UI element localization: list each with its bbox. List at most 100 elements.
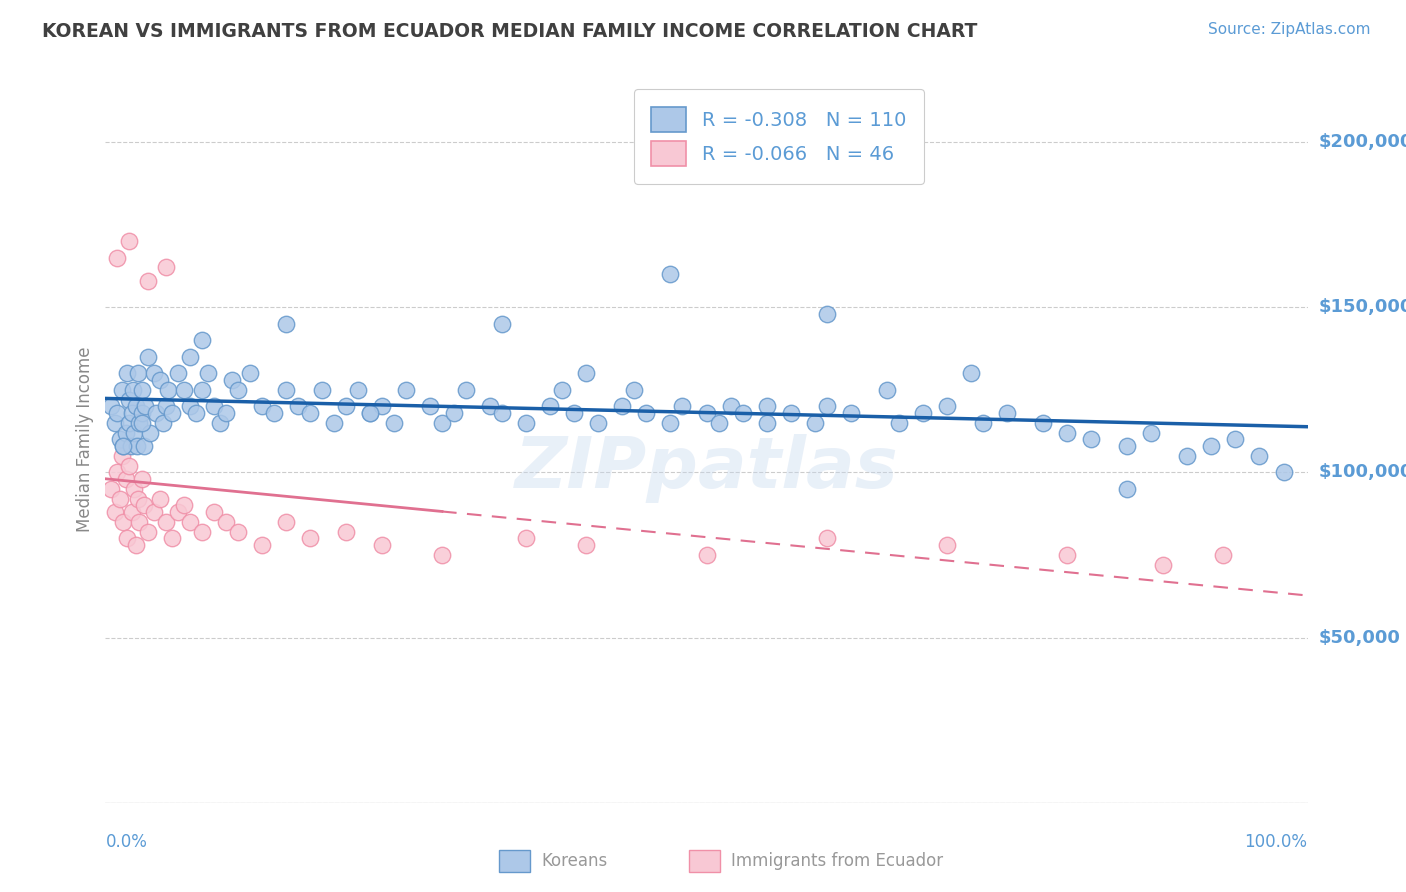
Text: $100,000: $100,000 bbox=[1319, 463, 1406, 482]
Point bbox=[139, 425, 162, 440]
Point bbox=[118, 234, 141, 248]
Text: $50,000: $50,000 bbox=[1319, 629, 1400, 647]
Point bbox=[815, 399, 838, 413]
Point bbox=[755, 416, 778, 430]
Text: Koreans: Koreans bbox=[541, 852, 607, 871]
Point bbox=[190, 383, 212, 397]
Point bbox=[104, 505, 127, 519]
Point bbox=[551, 383, 574, 397]
Point bbox=[118, 416, 141, 430]
Point bbox=[1080, 433, 1102, 447]
Point bbox=[148, 373, 170, 387]
Point bbox=[104, 416, 127, 430]
Point bbox=[274, 317, 297, 331]
Point bbox=[132, 499, 155, 513]
Point bbox=[190, 333, 212, 347]
Point bbox=[274, 515, 297, 529]
Point bbox=[108, 433, 131, 447]
Point bbox=[1116, 439, 1139, 453]
Point bbox=[100, 482, 122, 496]
Point bbox=[125, 439, 148, 453]
Point bbox=[173, 383, 195, 397]
Point bbox=[972, 416, 994, 430]
Point bbox=[1056, 425, 1078, 440]
Point bbox=[124, 399, 146, 413]
Point bbox=[382, 416, 405, 430]
Point bbox=[132, 439, 155, 453]
Point bbox=[612, 399, 634, 413]
Point bbox=[142, 505, 165, 519]
Point bbox=[960, 366, 983, 380]
Point bbox=[127, 366, 149, 380]
Point bbox=[1152, 558, 1174, 572]
Point bbox=[562, 406, 585, 420]
Point bbox=[142, 366, 165, 380]
Point bbox=[515, 532, 537, 546]
Point bbox=[588, 416, 610, 430]
Point bbox=[128, 416, 150, 430]
Point bbox=[803, 416, 825, 430]
Point bbox=[160, 532, 183, 546]
Point bbox=[239, 366, 262, 380]
Point bbox=[134, 399, 156, 413]
Point bbox=[112, 515, 135, 529]
Point bbox=[115, 366, 138, 380]
Point bbox=[190, 524, 212, 539]
Point bbox=[1116, 482, 1139, 496]
Point bbox=[131, 406, 153, 420]
Text: ZIPpatlas: ZIPpatlas bbox=[515, 434, 898, 503]
Point bbox=[1272, 466, 1295, 480]
Point bbox=[107, 466, 129, 480]
Point bbox=[107, 406, 129, 420]
Point bbox=[111, 449, 134, 463]
Point bbox=[112, 439, 135, 453]
Point bbox=[115, 425, 138, 440]
Point bbox=[359, 406, 381, 420]
Point bbox=[131, 416, 153, 430]
Point bbox=[491, 406, 513, 420]
Point bbox=[1249, 449, 1271, 463]
Point bbox=[179, 399, 201, 413]
Point bbox=[122, 383, 145, 397]
Point bbox=[335, 399, 357, 413]
Point bbox=[515, 416, 537, 430]
Point bbox=[111, 383, 134, 397]
Point bbox=[208, 416, 231, 430]
Point bbox=[443, 406, 465, 420]
Text: Source: ZipAtlas.com: Source: ZipAtlas.com bbox=[1208, 22, 1371, 37]
Point bbox=[454, 383, 477, 397]
Point bbox=[298, 532, 321, 546]
Point bbox=[311, 383, 333, 397]
Point bbox=[179, 350, 201, 364]
Point bbox=[395, 383, 418, 397]
Point bbox=[707, 416, 730, 430]
Point bbox=[936, 538, 959, 552]
Point bbox=[118, 458, 141, 473]
Point bbox=[136, 274, 159, 288]
Point bbox=[156, 383, 179, 397]
Point bbox=[419, 399, 441, 413]
Point bbox=[221, 373, 243, 387]
Point bbox=[121, 505, 143, 519]
Point bbox=[430, 548, 453, 562]
Text: KOREAN VS IMMIGRANTS FROM ECUADOR MEDIAN FAMILY INCOME CORRELATION CHART: KOREAN VS IMMIGRANTS FROM ECUADOR MEDIAN… bbox=[42, 22, 977, 41]
Point bbox=[575, 366, 598, 380]
Point bbox=[131, 472, 153, 486]
Point bbox=[911, 406, 934, 420]
Point bbox=[371, 399, 394, 413]
Point bbox=[720, 399, 742, 413]
Point bbox=[575, 538, 598, 552]
Point bbox=[118, 392, 141, 407]
Point bbox=[120, 439, 142, 453]
Point bbox=[226, 524, 249, 539]
Point bbox=[160, 406, 183, 420]
Point bbox=[124, 425, 146, 440]
Point bbox=[1225, 433, 1247, 447]
Point bbox=[136, 524, 159, 539]
Point bbox=[124, 482, 146, 496]
Point bbox=[659, 267, 682, 281]
Point bbox=[214, 515, 236, 529]
Text: $150,000: $150,000 bbox=[1319, 298, 1406, 316]
Point bbox=[538, 399, 561, 413]
Point bbox=[152, 416, 174, 430]
